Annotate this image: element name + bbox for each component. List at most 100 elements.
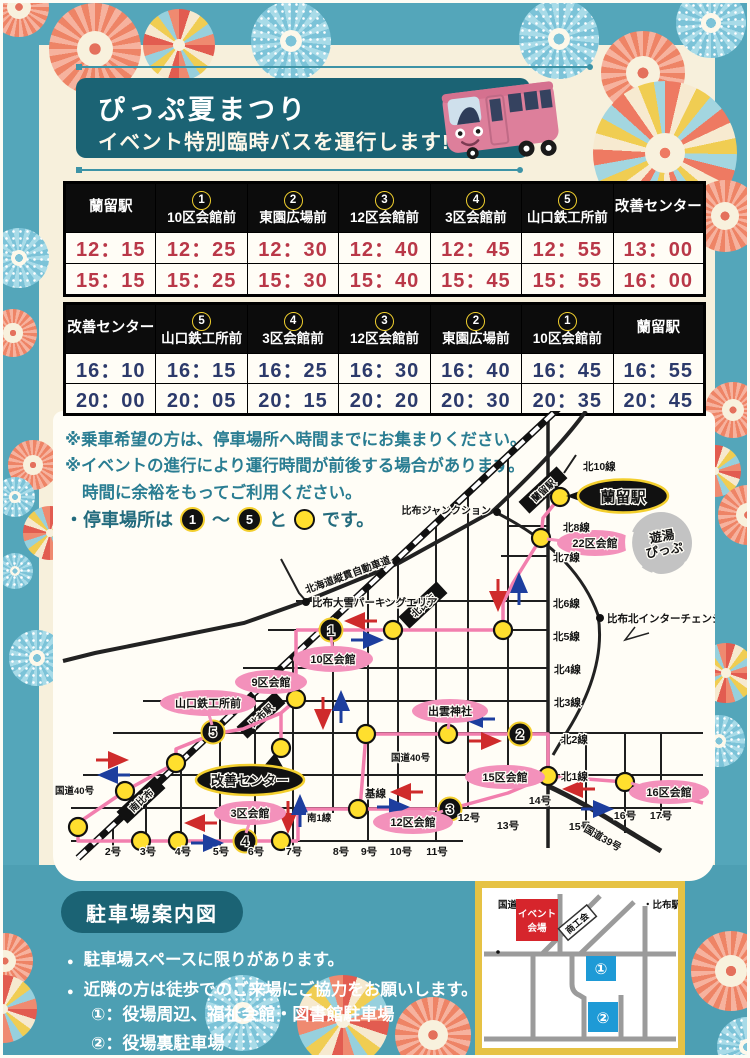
time-cell: 16：15 bbox=[155, 353, 248, 384]
stop-name: 蘭留駅 bbox=[88, 199, 133, 216]
road-label: 北5線 bbox=[553, 630, 580, 643]
time-cell: 15：30 bbox=[246, 262, 340, 297]
page-subtitle: イベント特別臨時バスを運行します! bbox=[98, 131, 450, 154]
parking-mini-map-svg: 国道40号 イベント 会場 商工会 ・比布駅 ① ② bbox=[484, 894, 681, 1042]
paper-fan-ornament bbox=[297, 975, 389, 1055]
time-cell: 12：45 bbox=[429, 232, 523, 264]
parking-area-label: 比布大雪パーキングエリア bbox=[312, 596, 438, 609]
time-cell: 15：55 bbox=[521, 262, 614, 297]
parking-bullet-text: 駐車場スペースに限りがあります。 bbox=[83, 951, 345, 969]
direction-arrows bbox=[96, 572, 614, 852]
road-label: 7号 bbox=[286, 846, 302, 858]
road-label: 北3線 bbox=[554, 696, 581, 709]
road-label: 14号 bbox=[529, 795, 551, 807]
stop-name: 10区会館前 bbox=[167, 209, 237, 225]
parking-detail-line: ②：役場裏駐車場 bbox=[91, 1033, 225, 1053]
stop-name: 10区会館前 bbox=[532, 330, 602, 346]
timetable-row: 12：15 12：25 12：30 12：40 12：45 12：55 13：00 bbox=[63, 232, 706, 264]
time-cell: 15：45 bbox=[429, 262, 523, 297]
road-label: 北2線 bbox=[561, 733, 588, 746]
bullet-dot-icon: ● bbox=[67, 986, 74, 999]
stop-name: 山口鉄工所前 bbox=[526, 209, 608, 225]
black-callouts: 蘭留駅 改善センター bbox=[194, 478, 670, 797]
road-label: 南1線 bbox=[307, 812, 332, 824]
stop-number-badge: 5 bbox=[192, 311, 212, 331]
road-label: 北1線 bbox=[561, 770, 588, 783]
header-rule-bottom bbox=[76, 167, 523, 173]
stop-number-badge: 2 bbox=[466, 311, 486, 331]
stop-name: 改善センター bbox=[67, 320, 155, 337]
stop-header: 蘭留駅 bbox=[612, 303, 706, 354]
stop-name: 改善センター bbox=[614, 199, 702, 216]
time-cell: 12：55 bbox=[521, 232, 614, 264]
time-cell: 20：05 bbox=[155, 383, 248, 415]
station-vertical-label: ・比布駅 bbox=[643, 899, 678, 911]
area-label: 15区会館 bbox=[482, 770, 527, 784]
time-cell: 16：40 bbox=[429, 353, 523, 384]
stop-header: 3 12区会館前 bbox=[338, 303, 431, 354]
paper-fan-ornament bbox=[691, 931, 747, 1011]
area-label: 山口鉄工所前 bbox=[175, 696, 241, 710]
area-label: 12区会館 bbox=[390, 815, 435, 829]
stop-number-badge: 4 bbox=[283, 311, 303, 331]
time-cell: 20：30 bbox=[429, 383, 523, 415]
interchange-label: 比布北インターチェンジ bbox=[607, 612, 715, 625]
time-cell: 20：00 bbox=[63, 383, 157, 415]
parking-mini-map: 国道40号 イベント 会場 商工会 ・比布駅 ① ② bbox=[475, 881, 685, 1055]
junction-label: 比布ジャンクション bbox=[402, 504, 492, 517]
parking-bullets: ● 駐車場スペースに限りがあります。 ● 近隣の方は徒歩でのご来場にご協力をお願… bbox=[67, 945, 478, 1005]
timetable-row: 16：10 16：15 16：25 16：30 16：40 16：45 16：55 bbox=[63, 353, 706, 384]
time-cell: 12：25 bbox=[155, 232, 248, 264]
time-cell: 12：40 bbox=[338, 232, 431, 264]
usage-notes: ※乗車希望の方は、停車場所へ時間までにお集まりください。 ※イベントの進行により… bbox=[65, 427, 527, 506]
stop-name: 3区会館前 bbox=[262, 330, 324, 346]
paper-fan-ornament bbox=[3, 228, 49, 288]
stop-name: 東園広場前 bbox=[442, 330, 510, 346]
stop-header: 5 山口鉄工所前 bbox=[155, 303, 248, 354]
time-cell: 20：15 bbox=[246, 383, 340, 415]
page-title: ぴっぷ夏まつり bbox=[98, 95, 308, 125]
stop-header: 改善センター bbox=[612, 182, 706, 233]
stop-header: 3 12区会館前 bbox=[338, 182, 431, 233]
ranru-station-callout: 蘭留駅 bbox=[600, 488, 646, 506]
legend-tilde: ～ bbox=[212, 510, 230, 530]
stop-legend: ・停車場所は 1 ～ 5 と です。 bbox=[65, 506, 374, 532]
timetable-row: 15：15 15：25 15：30 15：40 15：45 15：55 16：00 bbox=[63, 262, 706, 297]
note-line: ※乗車希望の方は、停車場所へ時間までにお集まりください。 bbox=[65, 431, 527, 449]
area-label: 9区会館 bbox=[251, 675, 290, 689]
timetable-row: 20：00 20：05 20：15 20：20 20：30 20：35 20：45 bbox=[63, 383, 706, 415]
yuyu-pippu-badge: 遊湯 ぴっぷ bbox=[625, 512, 692, 581]
paper-fan-ornament bbox=[143, 9, 215, 81]
road-label: 北8線 bbox=[563, 521, 590, 534]
time-cell: 15：15 bbox=[63, 262, 157, 297]
stop-number: 2 bbox=[516, 727, 524, 742]
road-label: 12号 bbox=[458, 812, 480, 824]
stop-header: 2 東園広場前 bbox=[246, 182, 340, 233]
stop-5-badge: 5 bbox=[237, 506, 262, 532]
stop-header: 2 東園広場前 bbox=[429, 303, 523, 354]
yellow-stop-badge bbox=[294, 508, 315, 530]
parking-lot-2-number: ② bbox=[597, 1010, 610, 1027]
road-label: 2号 bbox=[105, 846, 121, 858]
badge-text: 遊湯 bbox=[648, 527, 676, 546]
stop-number-badge: 1 bbox=[557, 311, 577, 331]
event-venue-box bbox=[516, 899, 558, 941]
paper-fan-ornament bbox=[395, 997, 471, 1055]
legend-and: と bbox=[269, 510, 287, 530]
parking-lot-1-number: ① bbox=[595, 961, 608, 978]
paper-fan-ornament bbox=[251, 3, 331, 81]
venue-label: 会場 bbox=[527, 922, 547, 934]
area-label: 16区会館 bbox=[646, 785, 691, 799]
stop-header: 改善センター bbox=[63, 303, 157, 354]
timetable-outbound: 蘭留駅 1 10区会館前 2 東園広場前 3 12区会館前 4 3区会館前 5 山口鉄工所前 改善セン… bbox=[63, 181, 706, 297]
stop-header: 蘭留駅 bbox=[63, 182, 157, 233]
time-cell: 12：15 bbox=[63, 232, 157, 264]
parking-bullet: ● 駐車場スペースに限りがあります。 bbox=[67, 945, 478, 975]
stop-number-badge: 5 bbox=[557, 190, 577, 210]
road-label: 基線 bbox=[364, 787, 386, 800]
time-cell: 16：25 bbox=[246, 353, 340, 384]
stop-number: 1 bbox=[327, 623, 335, 638]
stop-header: 4 3区会館前 bbox=[429, 182, 523, 233]
interchange-dot bbox=[596, 614, 604, 622]
